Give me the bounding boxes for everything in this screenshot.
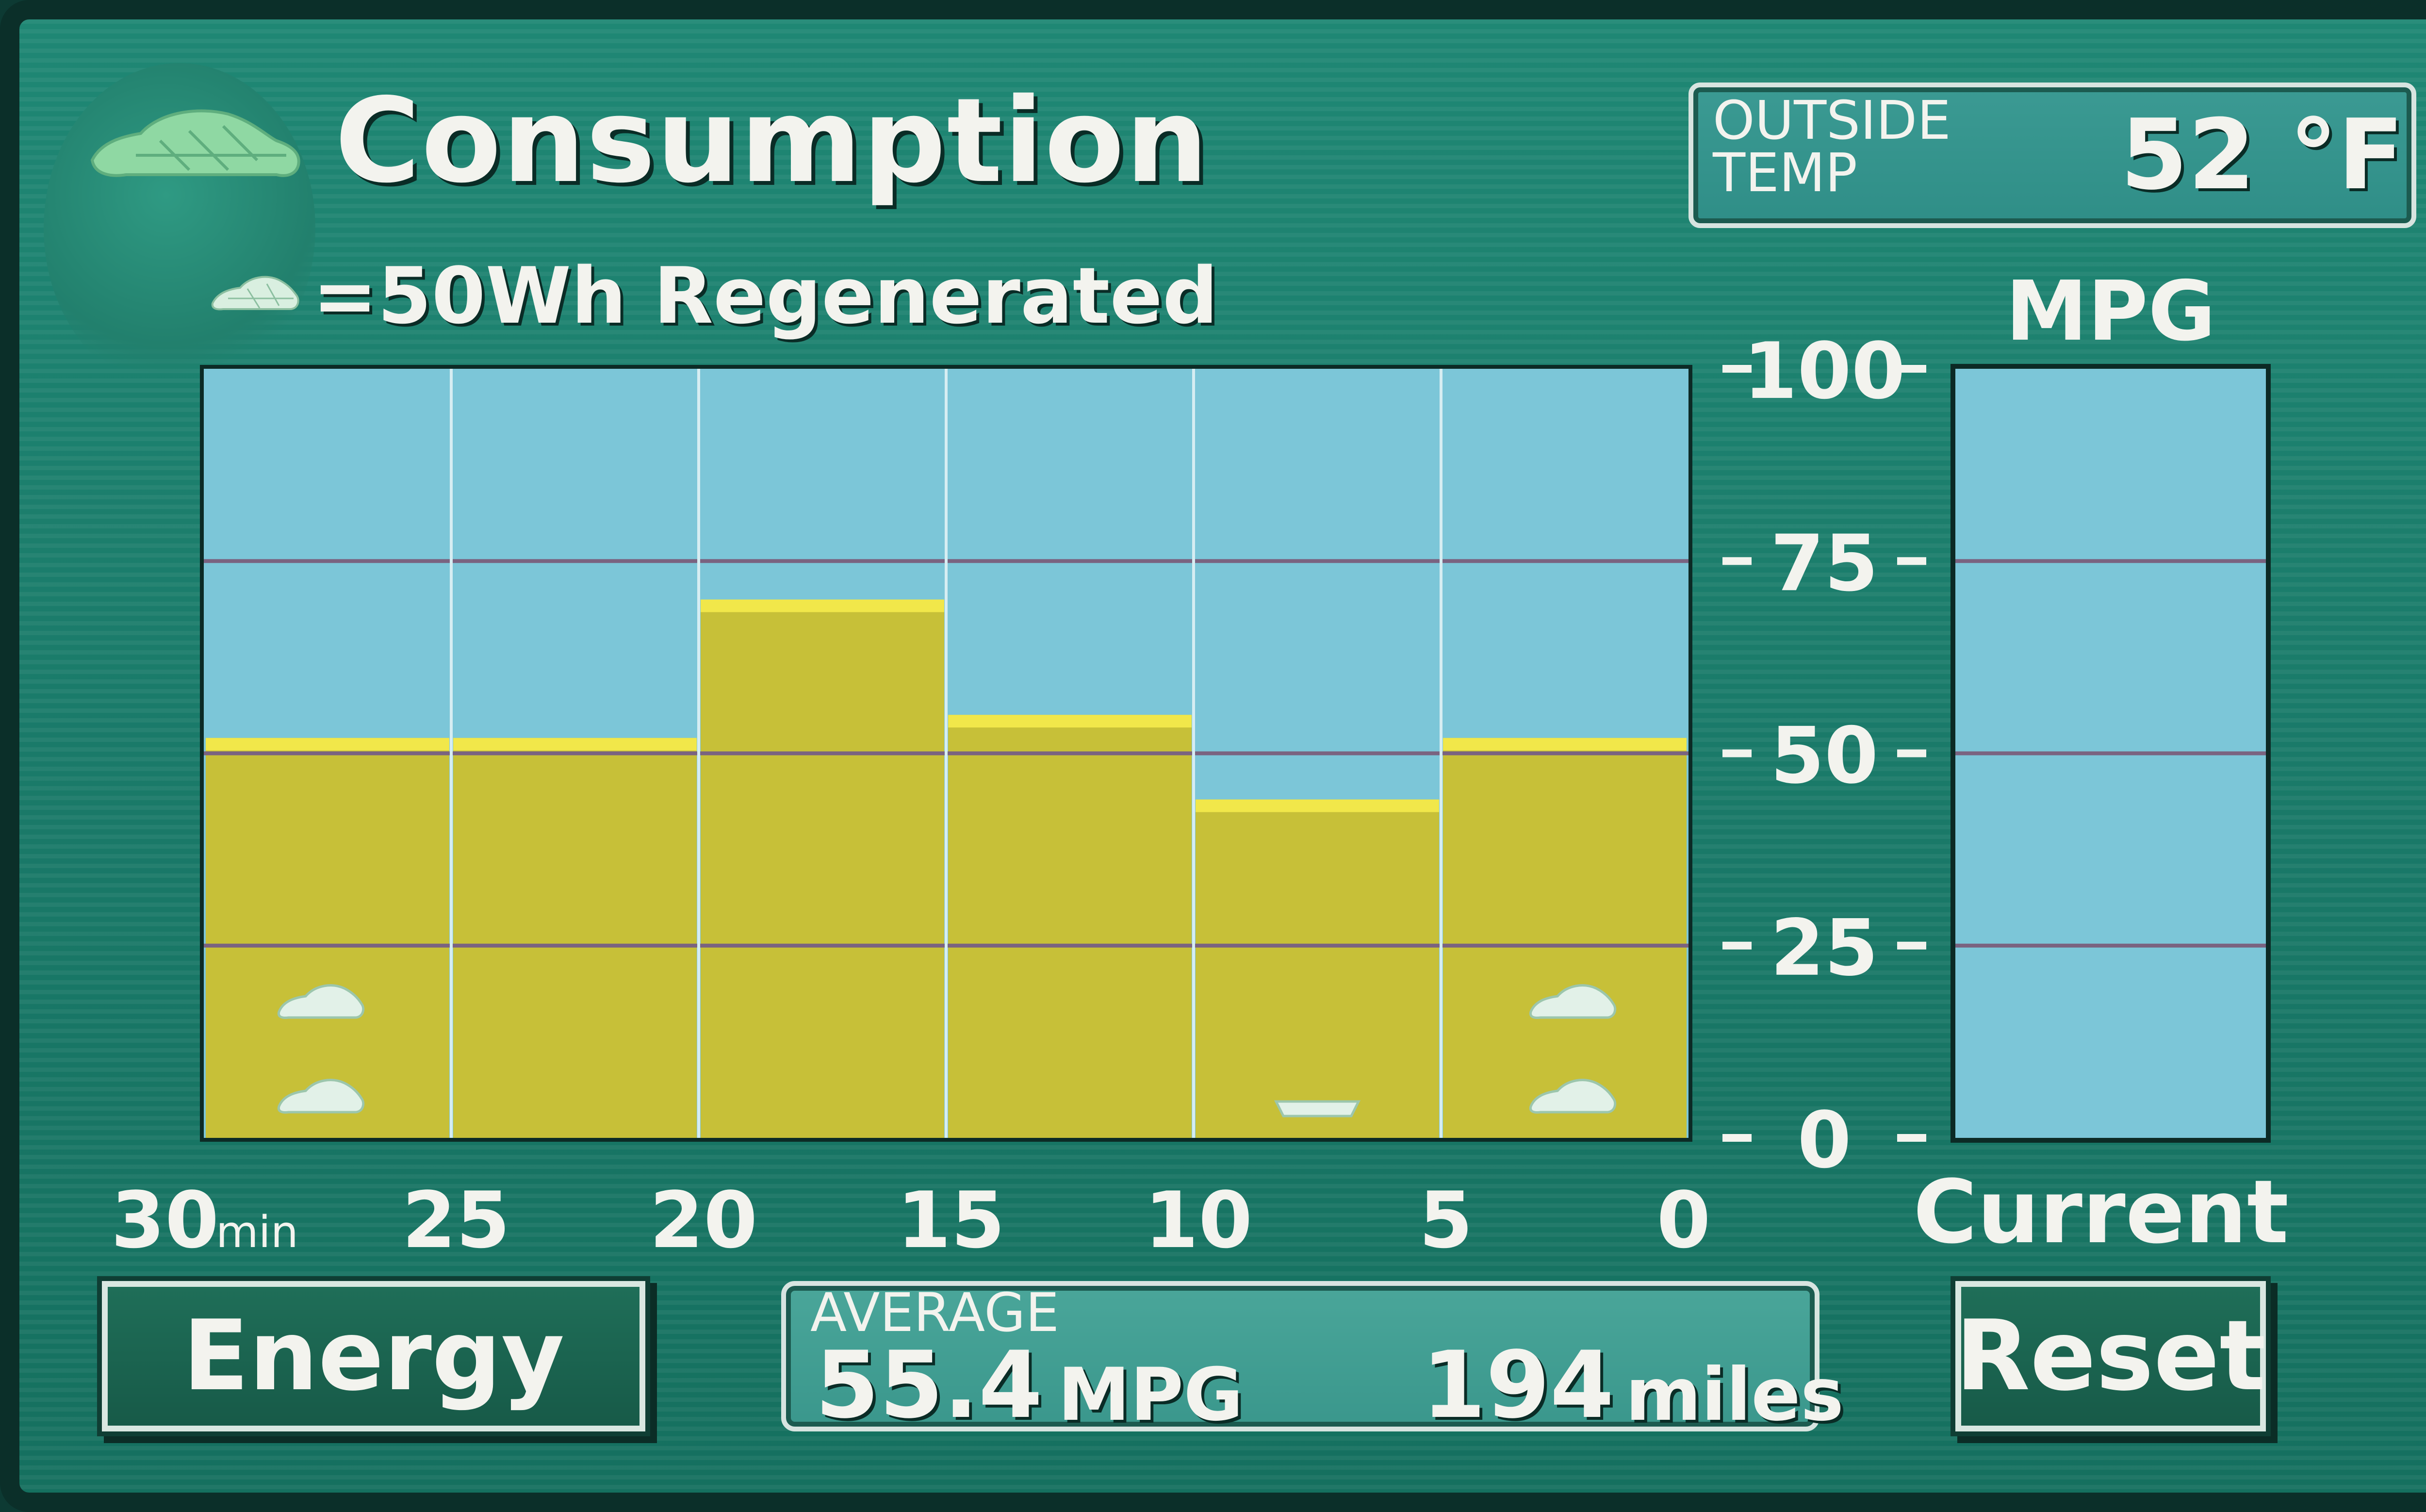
regenerated-car-icon bbox=[277, 984, 365, 1019]
average-mpg-unit: MPG bbox=[1058, 1353, 1244, 1437]
y-tick-dash bbox=[1722, 1134, 1752, 1142]
reset-button[interactable]: Reset bbox=[1955, 1281, 2266, 1431]
x-tick-unit: min bbox=[216, 1207, 298, 1258]
bar-top-highlight bbox=[948, 715, 1192, 728]
car-logo-icon bbox=[90, 109, 300, 177]
x-tick-label: 20 bbox=[650, 1175, 758, 1265]
consumption-bar bbox=[1443, 738, 1687, 1138]
average-label: AVERAGE bbox=[810, 1282, 1059, 1344]
outside-temp-value: 52 °F bbox=[2120, 99, 2404, 212]
x-tick-label: 10 bbox=[1145, 1175, 1253, 1265]
x-tick-label: 25 bbox=[402, 1175, 510, 1265]
average-distance-value: 194 bbox=[1422, 1331, 1614, 1439]
outside-temp-label: OUTSIDE TEMP bbox=[1713, 89, 1951, 204]
average-mpg-value: 55.4 bbox=[815, 1331, 1043, 1439]
average-distance-unit: miles bbox=[1625, 1353, 1844, 1437]
x-tick-label: 5 bbox=[1419, 1175, 1473, 1265]
y-tick-dash bbox=[1722, 557, 1752, 565]
current-label: Current bbox=[1913, 1162, 2289, 1263]
regenerated-legend: =50Wh Regenerated bbox=[209, 257, 1218, 335]
y-tick-dash bbox=[1722, 365, 1752, 373]
y-tick-label: 75 bbox=[1770, 518, 1879, 608]
x-tick-label: 0 bbox=[1656, 1175, 1710, 1265]
consumption-bar bbox=[206, 738, 449, 1138]
y-tick-label: 50 bbox=[1770, 710, 1879, 801]
bar-top-highlight bbox=[1196, 799, 1439, 812]
regenerated-car-icon bbox=[1529, 984, 1617, 1019]
energy-button[interactable]: Energy bbox=[102, 1281, 645, 1431]
y-tick-dash bbox=[1722, 749, 1752, 757]
average-panel bbox=[781, 1281, 1820, 1431]
outside-temp-panel bbox=[1688, 82, 2416, 228]
regenerated-partial-icon bbox=[1274, 1100, 1361, 1118]
consumption-bar bbox=[453, 738, 697, 1138]
x-tick-label: 30 bbox=[111, 1175, 219, 1265]
regenerated-car-icon bbox=[277, 1079, 365, 1114]
y-tick-label: 100 bbox=[1743, 326, 1905, 416]
y-tick-dash bbox=[1897, 749, 1926, 757]
y-tick-dash bbox=[1897, 557, 1926, 565]
regenerated-car-icon bbox=[1529, 1079, 1617, 1114]
y-tick-dash bbox=[1897, 365, 1926, 373]
bar-top-highlight bbox=[206, 738, 449, 751]
y-tick-dash bbox=[1897, 941, 1926, 950]
consumption-bar bbox=[701, 599, 944, 1138]
y-tick-dash bbox=[1722, 941, 1752, 950]
bar-top-highlight bbox=[453, 738, 697, 751]
consumption-bar bbox=[948, 715, 1192, 1138]
x-tick-label: 15 bbox=[897, 1175, 1005, 1265]
y-tick-label: 25 bbox=[1770, 903, 1879, 993]
y-tick-dash bbox=[1897, 1134, 1926, 1142]
y-axis-label: MPG bbox=[2005, 263, 2215, 360]
consumption-bar bbox=[1196, 799, 1439, 1138]
legend-label: =50Wh Regenerated bbox=[312, 250, 1218, 341]
y-tick-label: 0 bbox=[1797, 1095, 1851, 1185]
bar-top-highlight bbox=[1443, 738, 1687, 751]
car-icon bbox=[211, 276, 299, 311]
page-title: Consumption bbox=[335, 73, 1210, 209]
bar-top-highlight bbox=[701, 599, 944, 612]
